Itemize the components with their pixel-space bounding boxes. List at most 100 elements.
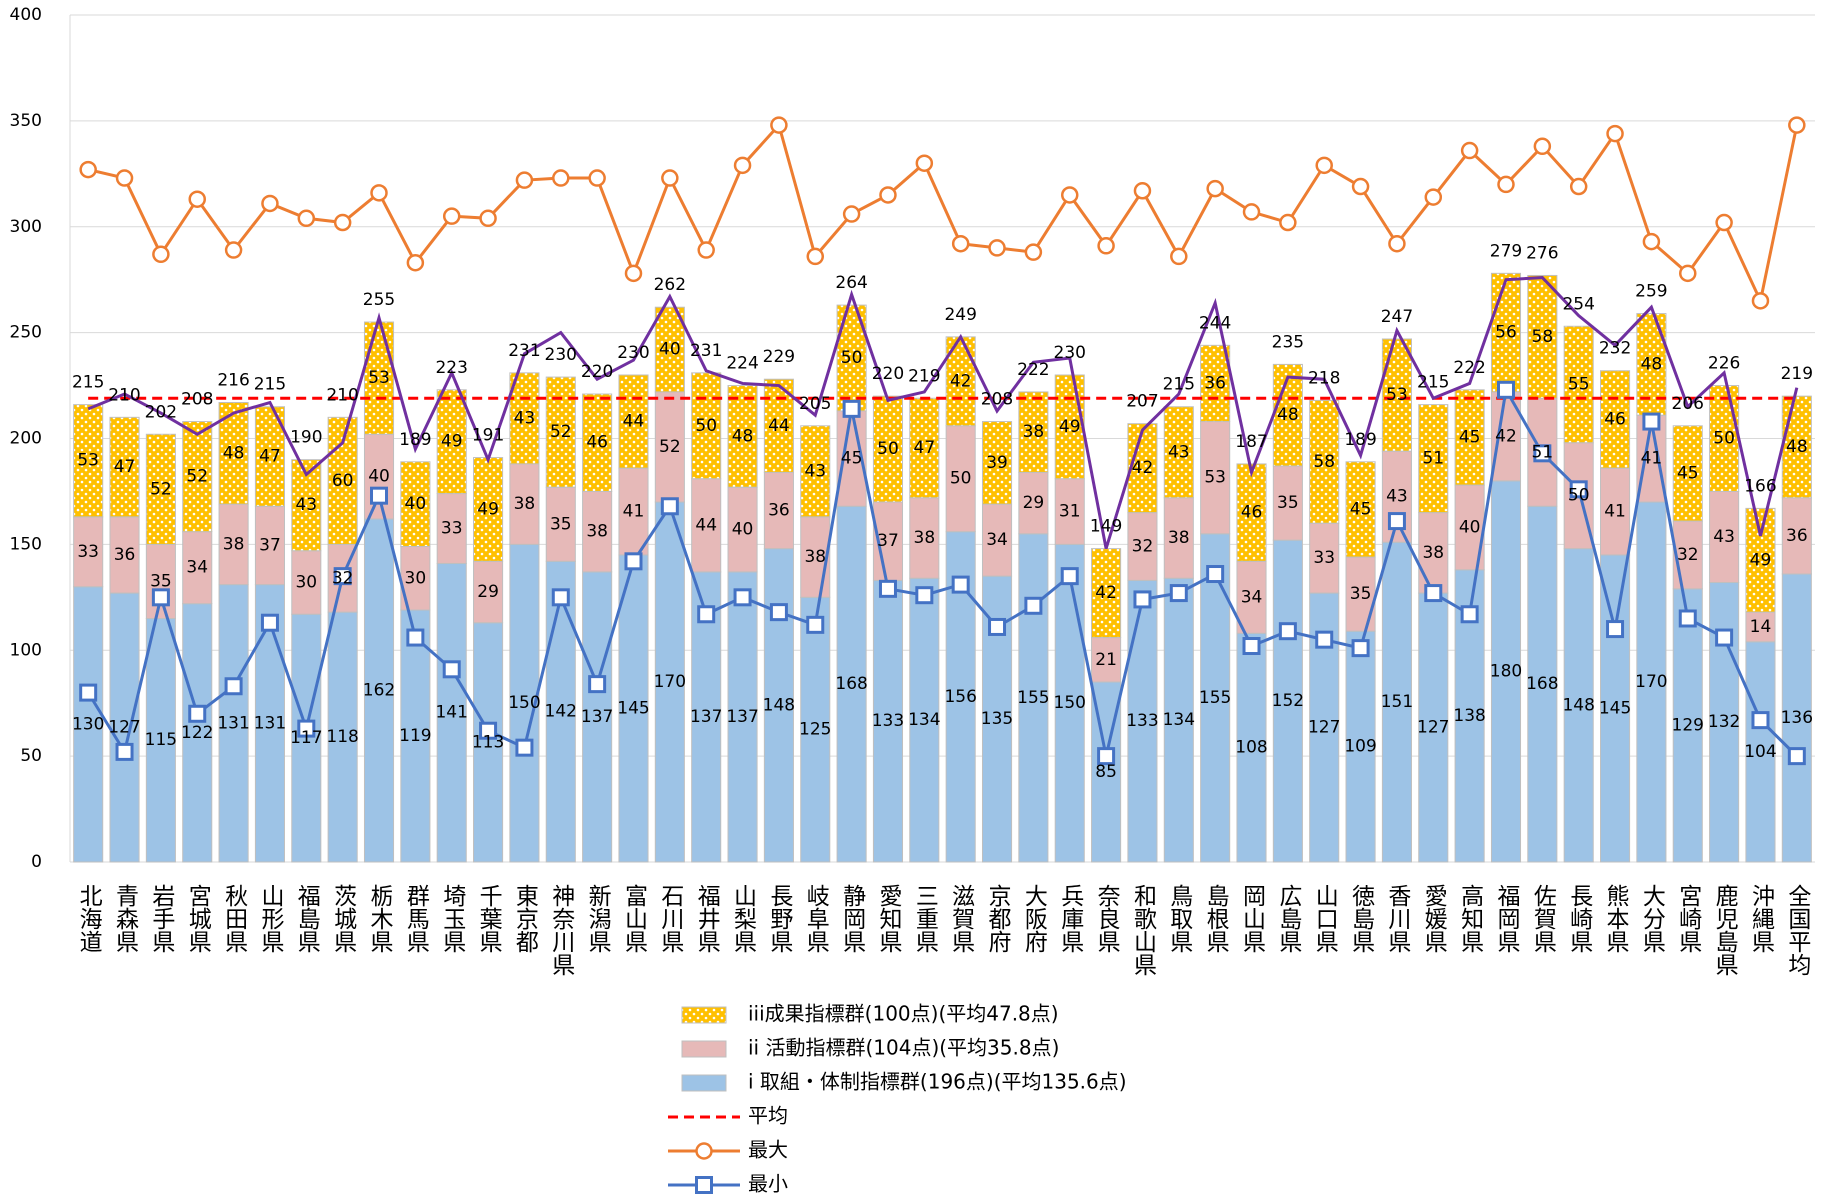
marker	[1170, 247, 1188, 266]
data-label: 151	[1381, 692, 1413, 712]
data-label: 133	[872, 711, 904, 731]
data-label: 162	[363, 680, 395, 700]
x-tick-label: 青森県	[112, 884, 140, 953]
x-tick-label: 秋田県	[221, 884, 249, 953]
data-label: 38	[223, 534, 245, 554]
data-label: 219	[908, 366, 940, 386]
bar-segment	[1018, 391, 1049, 473]
data-label: 115	[145, 730, 177, 750]
marker	[1315, 156, 1333, 175]
data-label: 191	[472, 426, 504, 446]
bar-segment	[73, 404, 104, 518]
bar-segment	[1709, 490, 1740, 583]
data-label: 187	[1235, 432, 1267, 452]
bar-segment	[1527, 274, 1558, 399]
data-label: 42	[1095, 583, 1117, 603]
data-label: 46	[586, 433, 608, 453]
bar-segment	[1490, 480, 1522, 863]
data-label: 48	[1641, 354, 1663, 374]
data-label: 137	[581, 707, 613, 727]
marker	[1424, 584, 1443, 603]
data-label: 58	[1313, 452, 1335, 472]
x-tick-label: 富山県	[620, 884, 648, 953]
data-label: 36	[1786, 526, 1808, 546]
data-label: 50	[1713, 429, 1735, 449]
data-label: 207	[1126, 392, 1158, 412]
bar-segment	[509, 372, 540, 465]
data-label: 215	[1417, 373, 1449, 393]
data-label: 29	[477, 582, 499, 602]
data-label: 189	[399, 430, 431, 450]
marker	[1097, 237, 1115, 255]
data-label: 43	[1168, 442, 1190, 462]
data-label: 34	[1241, 587, 1263, 607]
data-label: 145	[1599, 698, 1631, 718]
x-tick-label: 兵庫県	[1057, 884, 1085, 953]
x-tick-label: 福井県	[693, 884, 721, 953]
data-label: 235	[1272, 332, 1304, 352]
bar-segment	[800, 516, 831, 598]
marker	[1678, 609, 1697, 628]
bar-segment	[545, 376, 576, 488]
data-label: 36	[114, 545, 136, 565]
marker	[1351, 639, 1370, 658]
bar-segment	[1200, 344, 1231, 423]
bar-segment	[763, 471, 794, 550]
marker	[115, 169, 134, 187]
data-label: 180	[1490, 661, 1522, 681]
bar-segment	[1381, 541, 1412, 863]
marker	[1387, 512, 1406, 531]
legend-swatch	[681, 1074, 727, 1092]
marker	[770, 116, 788, 134]
data-label: 58	[1532, 327, 1554, 347]
marker	[1060, 567, 1079, 586]
data-label: 43	[1386, 487, 1408, 507]
data-label: 136	[1781, 708, 1813, 728]
legend-label: 平均	[748, 1104, 788, 1128]
data-label: 215	[1163, 375, 1195, 395]
marker	[1278, 622, 1297, 641]
bar-segment	[1091, 548, 1122, 639]
y-tick-label: 200	[10, 429, 42, 449]
marker	[1097, 747, 1116, 766]
data-label: 127	[1417, 718, 1449, 738]
marker	[1606, 620, 1625, 639]
marker	[1460, 605, 1479, 624]
data-label: 249	[944, 305, 976, 325]
marker	[1060, 186, 1079, 204]
x-tick-label: 神奈川県	[548, 884, 576, 976]
bar-segment	[109, 516, 140, 594]
x-tick-label: 佐賀県	[1529, 884, 1557, 953]
data-label: 219	[1781, 364, 1813, 384]
bar-segment	[1054, 374, 1085, 480]
x-tick-label: 栃木県	[366, 884, 394, 953]
bar-segment	[981, 421, 1013, 505]
data-label: 208	[981, 390, 1013, 410]
x-tick-label: 沖縄県	[1747, 884, 1775, 953]
data-label: 152	[1272, 691, 1304, 711]
bar-segment	[1236, 560, 1267, 634]
marker	[1279, 213, 1297, 232]
data-label: 142	[545, 702, 577, 722]
marker	[1679, 264, 1697, 283]
data-label: 222	[1453, 358, 1485, 378]
bar-segment	[909, 497, 940, 579]
data-label: 40	[368, 467, 390, 487]
bar-segment	[691, 372, 722, 480]
marker	[1788, 116, 1806, 134]
data-label: 149	[1090, 517, 1122, 537]
marker	[79, 160, 97, 179]
marker	[115, 742, 134, 761]
y-tick-label: 50	[20, 746, 42, 766]
data-label: 131	[254, 713, 286, 733]
data-label: 42	[1132, 458, 1154, 478]
data-label: 52	[550, 422, 572, 442]
bar-segment	[1309, 522, 1340, 594]
data-label: 33	[441, 518, 463, 538]
bar-segment	[473, 560, 504, 624]
marker	[842, 399, 861, 418]
marker	[988, 617, 1007, 636]
bar-segment	[800, 425, 831, 518]
marker	[224, 677, 243, 696]
